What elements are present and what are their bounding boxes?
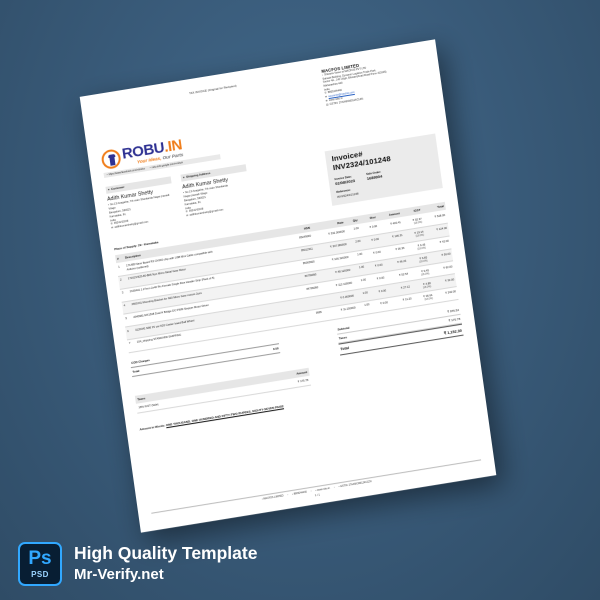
seller-block: MACFOS LIMITED ▪ Shivanis Tower at MACFOS… <box>321 52 429 106</box>
tax-invoice-label: TAX INVOICE (Original for Recipient) <box>189 84 237 96</box>
item-disc: ₹ 0.00 <box>370 297 391 314</box>
invoice-document[interactable]: TAX INVOICE (Original for Recipient) MAC… <box>79 39 497 533</box>
caption-bar: Ps PSD High Quality Template Mr-Verify.n… <box>18 542 257 586</box>
cod-total-value: 0.00 <box>272 346 279 351</box>
person-icon: ● <box>107 187 110 192</box>
mail-icon: ✉ <box>111 226 114 230</box>
sale-order-group: Sale Order: 1689904 <box>365 169 383 182</box>
item-total: ₹ 240.00 <box>433 286 459 303</box>
shipping-block: ● Shipping Address Adith Kumar Shetty ▪ No… <box>180 164 254 229</box>
doc-icon: ▤ <box>325 102 329 107</box>
grand-total-value: ₹ 1,152.30 <box>443 328 463 336</box>
mail-icon: ✉ <box>186 214 189 218</box>
caption-line-2: Mr-Verify.net <box>74 566 164 584</box>
footer-separator: • <box>333 486 335 490</box>
caption-line-1: High Quality Template <box>74 543 258 564</box>
invoice-summary-box: Invoice# INV2324/101248 Invoice Date: 02… <box>324 133 443 207</box>
ps-label: Ps <box>28 548 52 569</box>
item-igst: ₹ 36.64 (18.0%) <box>412 290 436 307</box>
sale-order-value: 1689904 <box>366 173 383 182</box>
amount-in-words-value: ONE THOUSAND, ONE HUNDRED AND FIFTY-TWO … <box>165 403 284 427</box>
customer-block: ● Customer Adith Kumar Shetty ▪ No 13 Anag… <box>105 176 178 242</box>
truck-icon: ● <box>182 175 185 180</box>
invoice-page: TAX INVOICE (Original for Recipient) MAC… <box>79 39 497 533</box>
invoice-date-group: Invoice Date: 02/08/2023 <box>334 174 356 187</box>
footer-separator: • <box>287 493 289 497</box>
google-link[interactable]: ▪ robu.in/in.google.com/+robuin <box>149 161 184 170</box>
caption-text: High Quality Template Mr-Verify.net <box>74 543 257 584</box>
item-hsn: 9965 <box>297 308 325 325</box>
psd-label: PSD <box>31 570 49 579</box>
robu-logo-mark-icon <box>100 147 122 170</box>
item-amount: ₹ 11.20 <box>388 293 415 311</box>
taxes-value: ₹ 175.78 <box>448 317 461 324</box>
footer-separator: • <box>310 489 312 493</box>
subtotal-value: ₹ 976.52 <box>446 307 460 314</box>
photoshop-psd-icon: Ps PSD <box>18 542 62 586</box>
